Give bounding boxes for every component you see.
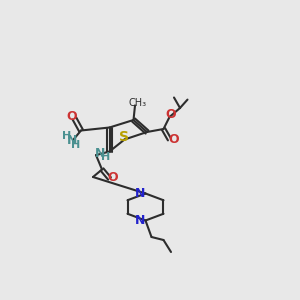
Text: N: N: [67, 134, 77, 147]
Text: S: S: [119, 130, 130, 144]
Text: O: O: [166, 108, 176, 121]
Text: H: H: [71, 140, 80, 150]
Text: N: N: [135, 187, 145, 200]
Text: N: N: [94, 147, 105, 160]
Text: CH₃: CH₃: [129, 98, 147, 108]
Text: O: O: [169, 133, 179, 146]
Text: H: H: [101, 152, 110, 163]
Text: O: O: [108, 171, 118, 184]
Text: O: O: [67, 110, 77, 124]
Text: N: N: [135, 214, 145, 227]
Text: H: H: [62, 131, 71, 141]
